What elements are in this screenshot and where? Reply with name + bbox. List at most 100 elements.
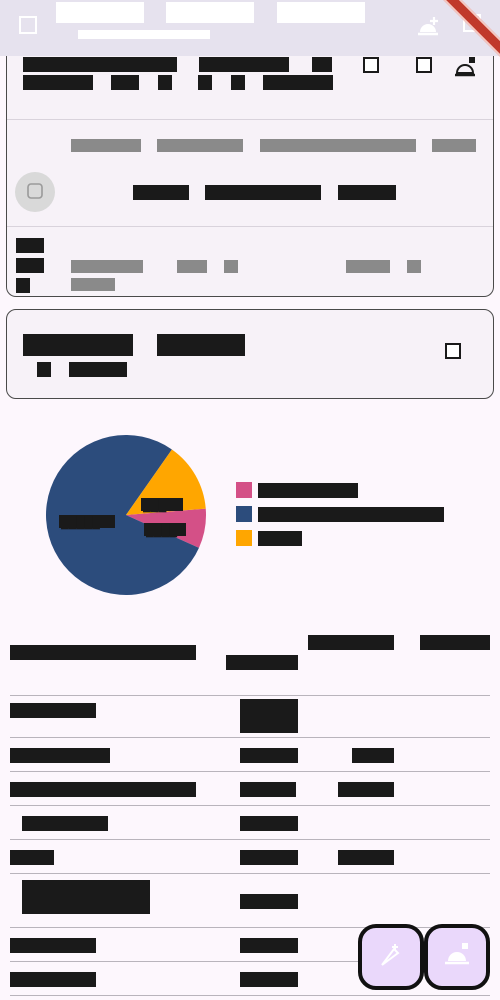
meta-text: ████ [71, 278, 115, 292]
room-service-icon [442, 940, 472, 975]
cell-quantity: ██ █ [240, 747, 308, 765]
summary-subtitle: █ ████ [37, 361, 139, 379]
legend-item: ███████████████ [236, 506, 444, 522]
row-quantity: ██ █ [240, 972, 298, 988]
legend-label: ████████ [258, 482, 358, 498]
slice-data-label [59, 515, 115, 528]
header-col-1[interactable]: ███████████████ █ [10, 644, 200, 662]
tab-2[interactable]: ████████ [166, 2, 255, 23]
row-quantity: ██ █ [240, 748, 298, 764]
cell-value: ███ [352, 747, 404, 765]
summary-sub-text: █ [37, 362, 51, 378]
cell-name: ███ [10, 849, 160, 867]
meta-text: ███ [346, 260, 391, 274]
detail-text: ██████ [263, 75, 334, 91]
table-row[interactable]: ██████████ ███ ██ █ [10, 874, 490, 928]
row-quantity: ██ █ [240, 894, 298, 910]
table-row[interactable]: ███████████████ ███ █ ████ [10, 772, 490, 806]
slice-data-label-text: ███ [143, 498, 167, 513]
checkbox[interactable] [445, 343, 461, 359]
legend-swatch [236, 530, 252, 546]
meta-text: ██████ [71, 260, 143, 274]
row-quantity: █████ █████ [240, 699, 298, 733]
row-value: ███ [352, 748, 394, 764]
row-quantity: ██ █ [240, 938, 298, 954]
pie-slice [46, 435, 199, 595]
room-service-add-icon[interactable] [415, 14, 441, 45]
cell-quantity: ██ █ [240, 937, 308, 955]
divider [7, 119, 493, 120]
avatar[interactable] [15, 172, 55, 212]
order-count: ██ [311, 57, 332, 73]
summary-title-text: ██████ [157, 334, 246, 356]
header-col-4[interactable]: █ ▁██ █████ ██ [420, 634, 490, 652]
summary-title-text: █████████ [23, 334, 133, 356]
checkbox[interactable] [416, 57, 432, 73]
order-title: ████████████ [23, 57, 177, 73]
cell-quantity: ██ █ [240, 815, 308, 833]
data-table: ███████████████ █ ██████ ████████ █ ██ █… [10, 630, 490, 996]
table-row[interactable]: ██████ ██ █ [10, 806, 490, 840]
table-row[interactable]: ███ ██ █ ████ [10, 840, 490, 874]
cell-value: ████ [338, 849, 404, 867]
table-row[interactable]: ███████ █████ █████ [10, 696, 490, 738]
row-name: ███████ [10, 938, 96, 954]
customer-text: ████ [337, 185, 396, 201]
serve-fab[interactable] [424, 924, 490, 990]
cell-name: ██████ [22, 815, 172, 833]
info-stack: ██ ██ █ [16, 238, 56, 298]
meta-text: █ [223, 260, 238, 274]
order-note: ██████ ███████ █████████████ ████ [71, 137, 488, 155]
carrot-add-icon [376, 940, 406, 975]
slice-data-label [144, 523, 186, 536]
customer-text: █████████ [205, 185, 322, 201]
tab-3[interactable]: ████████ [276, 2, 365, 23]
cell-name: ██████████ ███ [22, 880, 172, 914]
header-col-3[interactable]: ████████ █ ██ ████████ [308, 634, 398, 652]
cell-name: ███████████████ [10, 781, 196, 799]
row-name: ███ [10, 850, 54, 866]
slice-data-label-text: ████ [146, 523, 177, 538]
detail-text: █ [198, 75, 213, 91]
legend-swatch [236, 482, 252, 498]
summary-card[interactable]: █████████ ██████ █ ████ [6, 309, 494, 399]
table-row[interactable]: ███████ ██ █ [10, 928, 490, 962]
row-value: ████ [338, 782, 394, 798]
row-value: ████ [338, 850, 394, 866]
legend-item: ████████ [236, 482, 444, 498]
header-label: ███████████████ █ [10, 645, 196, 661]
slice-data-label [141, 498, 183, 511]
legend-label: ███████████████ [258, 506, 444, 522]
note-text: ██████ [71, 139, 141, 153]
tab-1[interactable]: ████████ [56, 2, 144, 23]
table-row[interactable]: ████████ ██ █ ███ [10, 738, 490, 772]
legend-label: ████ [258, 530, 302, 546]
info-text: █ [16, 278, 30, 293]
order-meta: ██████ ██ █ ███ █ ████ [71, 258, 471, 294]
room-service-icon[interactable] [453, 56, 477, 85]
divider [7, 226, 493, 227]
tab-bar: ████████ ████████ ████████ [56, 2, 383, 23]
menu-icon[interactable] [19, 16, 37, 34]
order-card[interactable]: ████████████ █████████ ██ ██████ ██ █ █ … [6, 36, 494, 297]
detail-text: █ [157, 75, 172, 91]
meta-text: ██ [177, 260, 208, 274]
app-subtitle: ████████████████ [78, 30, 210, 39]
legend-swatch [236, 506, 252, 522]
summary-title: █████████ ██████ [23, 334, 265, 356]
detail-text: ██ [111, 75, 140, 91]
row-name: ████████ [10, 748, 110, 764]
row-name: ██████████ ███ [22, 880, 150, 914]
row-name: ███████ [10, 703, 96, 719]
reorder-fab[interactable] [358, 924, 424, 990]
note-text: ████ [432, 139, 477, 153]
header-col-2[interactable]: ██████ [226, 654, 308, 672]
table-body: ████████████ ███████████████ ███████████… [10, 696, 490, 996]
header-label: ██████ [226, 655, 298, 671]
checkbox[interactable] [363, 57, 379, 73]
detail-text: █ [230, 75, 245, 91]
table-row[interactable]: ███████ ██ █ [10, 962, 490, 996]
cell-quantity: ██ █ [240, 893, 308, 911]
pie-chart: ████████████ [46, 435, 207, 595]
order-heading: ████████████ █████████ ██ [23, 56, 350, 74]
